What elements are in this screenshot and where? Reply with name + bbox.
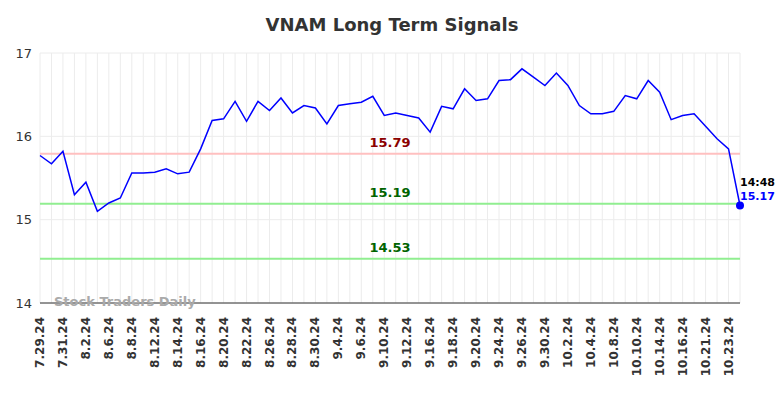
html-text:Stock Traders Daily: Stock Traders Daily (54, 294, 196, 309)
svg-text:17: 17 (15, 46, 32, 61)
svg-text:8.8.24: 8.8.24 (125, 317, 139, 360)
svg-text:8.30.24: 8.30.24 (308, 317, 322, 368)
svg-text:14.53: 14.53 (369, 240, 410, 255)
svg-text:10.23.24: 10.23.24 (722, 317, 736, 376)
svg-text:15: 15 (15, 212, 32, 227)
svg-text:10.8.24: 10.8.24 (607, 317, 621, 368)
svg-text:10.10.24: 10.10.24 (630, 317, 644, 376)
svg-text:14: 14 (15, 296, 32, 311)
html-text:VNAM Long Term Signals: VNAM Long Term Signals (265, 14, 519, 35)
svg-text:9.6.24: 9.6.24 (354, 317, 368, 360)
svg-text:15.19: 15.19 (369, 185, 410, 200)
svg-text:8.20.24: 8.20.24 (217, 317, 231, 368)
svg-text:9.4.24: 9.4.24 (331, 317, 345, 360)
svg-text:9.24.24: 9.24.24 (492, 317, 506, 368)
svg-text:9.16.24: 9.16.24 (423, 317, 437, 368)
svg-text:8.6.24: 8.6.24 (102, 317, 116, 360)
svg-text:9.26.24: 9.26.24 (515, 317, 529, 368)
svg-text:14:48: 14:48 (740, 176, 775, 189)
svg-text:9.10.24: 9.10.24 (377, 317, 391, 368)
svg-text:9.18.24: 9.18.24 (446, 317, 460, 368)
svg-text:9.20.24: 9.20.24 (469, 317, 483, 368)
svg-text:7.29.24: 7.29.24 (33, 317, 47, 368)
svg-text:10.4.24: 10.4.24 (584, 317, 598, 368)
svg-text:9.12.24: 9.12.24 (400, 317, 414, 368)
svg-text:10.14.24: 10.14.24 (653, 317, 667, 376)
svg-text:15.17: 15.17 (740, 190, 775, 203)
svg-text:15.79: 15.79 (369, 135, 410, 150)
svg-text:8.12.24: 8.12.24 (148, 317, 162, 368)
svg-text:10.2.24: 10.2.24 (561, 317, 575, 368)
svg-text:8.26.24: 8.26.24 (263, 317, 277, 368)
svg-text:10.21.24: 10.21.24 (699, 317, 713, 376)
svg-text:8.14.24: 8.14.24 (171, 317, 185, 368)
svg-text:7.31.24: 7.31.24 (56, 317, 70, 368)
svg-text:8.22.24: 8.22.24 (240, 317, 254, 368)
svg-text:8.2.24: 8.2.24 (79, 317, 93, 360)
svg-text:16: 16 (15, 129, 32, 144)
svg-text:10.16.24: 10.16.24 (676, 317, 690, 376)
svg-text:8.16.24: 8.16.24 (194, 317, 208, 368)
svg-text:8.28.24: 8.28.24 (285, 317, 299, 368)
svg-text:9.30.24: 9.30.24 (538, 317, 552, 368)
